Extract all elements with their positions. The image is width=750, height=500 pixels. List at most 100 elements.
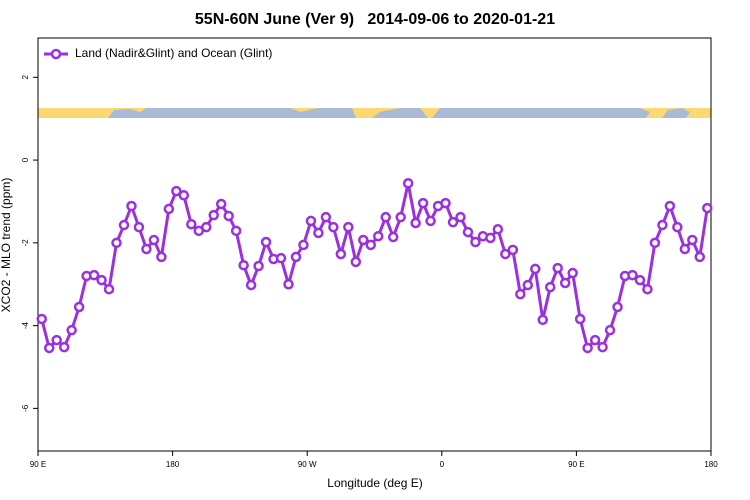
data-point <box>634 274 646 286</box>
data-point <box>395 211 406 223</box>
data-point <box>51 334 62 346</box>
data-point <box>215 198 227 210</box>
data-point <box>126 200 137 212</box>
data-point <box>597 341 608 353</box>
y-tick-label: -2 <box>21 239 30 247</box>
land-ocean-strip <box>38 108 711 118</box>
data-point <box>582 342 593 354</box>
data-point <box>343 221 354 233</box>
x-tick-label: 180 <box>704 460 718 469</box>
legend: Land (Nadir&Glint) and Ocean (Glint) <box>44 46 272 60</box>
data-point <box>402 178 414 189</box>
data-point <box>657 219 668 231</box>
data-point <box>612 301 623 313</box>
data-point <box>447 216 459 228</box>
y-tick-label: -4 <box>21 322 30 330</box>
y-tick-label: -6 <box>21 404 30 412</box>
y-tick-label: 2 <box>21 75 30 80</box>
data-point <box>335 248 347 260</box>
data-point <box>253 260 264 272</box>
data-point <box>574 313 586 325</box>
data-point <box>470 236 481 248</box>
data-point <box>544 281 556 293</box>
data-point <box>649 237 661 249</box>
data-point <box>604 324 616 336</box>
data-point <box>111 237 122 249</box>
legend-marker <box>50 48 62 60</box>
data-point <box>208 209 219 221</box>
data-point <box>485 232 496 244</box>
data-point <box>530 263 541 275</box>
data-point <box>43 342 55 354</box>
y-tick-label: 0 <box>21 157 30 162</box>
data-point <box>201 221 212 233</box>
data-point <box>320 211 332 223</box>
series-line <box>40 182 709 351</box>
data-point <box>365 239 377 251</box>
data-point <box>567 267 578 279</box>
data-point <box>559 277 571 289</box>
data-point <box>537 314 548 326</box>
data-point <box>36 313 47 325</box>
data-point <box>679 243 691 255</box>
data-point <box>223 210 234 222</box>
x-axis-label: Longitude (deg E) <box>327 476 422 490</box>
data-point <box>589 334 601 346</box>
data-point <box>328 221 339 233</box>
data-point <box>298 239 309 251</box>
data-point <box>230 225 242 237</box>
data-point <box>88 269 100 281</box>
data-point <box>103 283 115 295</box>
data-point <box>283 278 294 290</box>
legend-label: Land (Nadir&Glint) and Ocean (Glint) <box>75 46 272 60</box>
data-point <box>664 200 676 212</box>
data-point <box>148 234 160 246</box>
data-point <box>73 301 85 313</box>
data-point <box>275 252 287 264</box>
chart-title: 55N-60N June (Ver 9) 2014-09-06 to 2020-… <box>195 11 555 28</box>
data-point <box>515 288 526 300</box>
data-point <box>387 231 399 243</box>
x-tick-label: 90 E <box>30 460 46 469</box>
data-point <box>96 274 107 286</box>
x-tick-label: 0 <box>440 460 445 469</box>
data-point <box>171 185 182 197</box>
data-point <box>410 217 421 229</box>
data-point <box>290 251 302 263</box>
data-point <box>552 262 563 274</box>
data-point <box>245 279 257 291</box>
data-point <box>118 219 130 231</box>
x-tick-label: 180 <box>166 460 180 469</box>
data-point <box>305 215 317 227</box>
data-point <box>642 283 653 295</box>
plot-frame <box>37 37 712 452</box>
data-point <box>156 251 167 263</box>
data-point <box>178 190 190 201</box>
data-point <box>627 269 638 281</box>
data-point <box>66 324 77 336</box>
data-point <box>500 248 511 260</box>
data-point <box>350 256 362 268</box>
x-tick-label: 90 E <box>568 460 584 469</box>
x-tick-label: 90 W <box>298 460 317 469</box>
data-point <box>507 244 519 256</box>
data-point <box>58 341 70 353</box>
data-point <box>260 236 272 248</box>
data-point <box>358 234 369 246</box>
data-point <box>313 227 324 239</box>
data-point <box>492 223 504 235</box>
data-point <box>425 215 436 227</box>
data-point <box>372 230 384 242</box>
data-point <box>163 203 175 215</box>
data-point <box>238 259 249 271</box>
data-point <box>380 211 391 223</box>
data-point <box>522 279 534 291</box>
data-point <box>672 221 683 233</box>
data-point <box>133 221 145 233</box>
data-point <box>186 218 197 230</box>
data-point <box>687 234 698 246</box>
data-point <box>694 251 706 263</box>
data-point <box>440 197 451 209</box>
data-point <box>417 197 429 209</box>
data-point <box>141 243 152 255</box>
